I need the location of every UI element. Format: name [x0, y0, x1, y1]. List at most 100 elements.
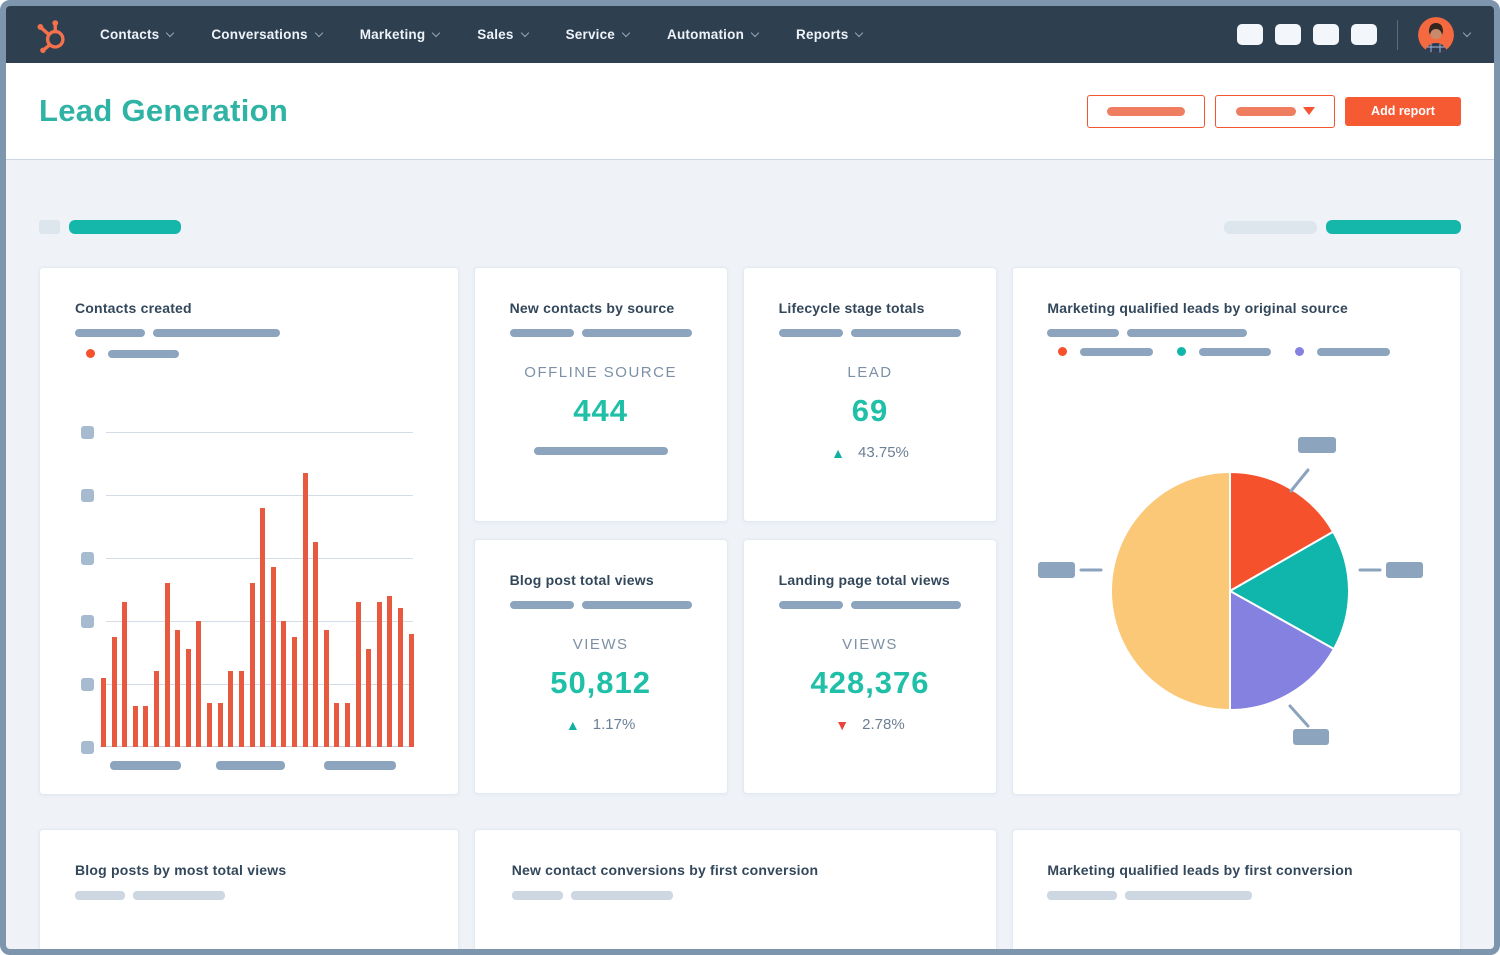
bar	[217, 702, 223, 747]
header-actions: Add report	[1087, 94, 1461, 128]
nav-item-marketing[interactable]: Marketing	[359, 27, 441, 42]
x-tick-placeholder	[110, 761, 181, 770]
delta-value: 1.17%	[592, 716, 636, 733]
subtitle-placeholder	[581, 601, 692, 609]
page-header: Lead Generation Add report	[6, 63, 1494, 160]
chevron-down-icon	[166, 28, 175, 37]
nav-item-service[interactable]: Service	[565, 27, 631, 42]
legend-label-placeholder	[108, 349, 179, 358]
card-title: Marketing qualified leads by first conve…	[1047, 862, 1353, 878]
filter-row	[39, 220, 1461, 234]
chevron-down-icon	[520, 28, 529, 37]
nav-item-label: Marketing	[359, 27, 426, 42]
header-action-button-1[interactable]	[1087, 94, 1205, 128]
subtitle-placeholder	[509, 329, 574, 337]
card-title: New contacts by source	[509, 300, 675, 316]
toolbar-icon-placeholder[interactable]	[1237, 24, 1263, 45]
nav-item-label: Sales	[477, 27, 514, 42]
legend-label-placeholder	[1199, 347, 1272, 356]
pie-slice-slice-3	[1229, 590, 1336, 711]
nav-item-automation[interactable]: Automation	[667, 27, 760, 42]
toolbar-icon-placeholder[interactable]	[1313, 24, 1339, 45]
toolbar-icon-placeholder[interactable]	[1351, 24, 1377, 45]
legend-dot-icon	[1177, 347, 1187, 356]
pie-chart	[1110, 471, 1351, 711]
card-blog-post-total-views: Blog post total views VIEWS 50,812 ▲ 1.1…	[473, 539, 728, 794]
card-title: New contact conversions by first convers…	[511, 862, 819, 878]
bar	[323, 630, 329, 747]
nav-item-contacts[interactable]: Contacts	[100, 27, 175, 42]
nav-item-sales[interactable]: Sales	[477, 27, 529, 42]
y-tick-placeholder	[81, 615, 94, 628]
nav-item-conversations[interactable]: Conversations	[211, 27, 323, 42]
bar	[175, 630, 181, 747]
card-title: Landing page total views	[778, 572, 950, 588]
bar	[122, 602, 128, 747]
dropdown-triangle-icon	[1302, 107, 1315, 115]
filter-label-placeholder	[1224, 220, 1317, 234]
bar	[408, 633, 414, 747]
subtitle-placeholder	[1127, 329, 1248, 337]
header-action-dropdown[interactable]	[1215, 94, 1335, 128]
delta-row: ▼ 2.78%	[779, 716, 962, 733]
legend-item	[1177, 347, 1272, 356]
delta-value: 2.78%	[862, 716, 905, 733]
hubspot-logo-icon[interactable]	[34, 17, 68, 53]
x-tick-placeholder	[216, 761, 285, 770]
nav-item-label: Conversations	[211, 27, 308, 42]
legend-item	[86, 349, 179, 358]
metric-label: LEAD	[847, 364, 893, 381]
bar	[366, 649, 372, 747]
subtitle-placeholder	[570, 891, 673, 900]
subtitle-placeholder	[778, 329, 843, 337]
bar-chart-plot-area	[100, 432, 413, 747]
avatar[interactable]	[1418, 16, 1454, 53]
metric-label: VIEWS	[842, 636, 898, 653]
bar	[281, 621, 287, 747]
bar	[101, 677, 106, 747]
subtitle-placeholder	[581, 329, 692, 337]
filter-label-placeholder	[39, 220, 60, 234]
subtitle-placeholder	[75, 891, 125, 900]
filter-control-placeholder[interactable]	[69, 220, 181, 234]
toolbar-icon-placeholder[interactable]	[1275, 24, 1301, 45]
filter-control-placeholder[interactable]	[1326, 220, 1461, 234]
card-landing-page-total-views: Landing page total views VIEWS 428,376 ▼…	[742, 539, 998, 794]
chevron-down-icon[interactable]	[1462, 28, 1472, 37]
cards-column-3: Lifecycle stage totals LEAD 69 ▲ 43.75%	[742, 267, 998, 795]
card-lifecycle-stage-totals: Lifecycle stage totals LEAD 69 ▲ 43.75%	[742, 267, 998, 522]
card-title: Blog posts by most total views	[75, 862, 287, 878]
card-new-contacts-by-source: New contacts by source OFFLINE SOURCE 44…	[473, 267, 728, 522]
button-label-placeholder	[1235, 106, 1296, 116]
add-report-button[interactable]: Add report	[1345, 96, 1461, 126]
subtitle-placeholder	[133, 891, 225, 900]
bar	[398, 608, 404, 747]
nav-item-reports[interactable]: Reports	[796, 27, 864, 42]
metric-label: OFFLINE SOURCE	[524, 364, 677, 381]
metric-value: 428,376	[810, 665, 930, 700]
delta-row: ▲ 43.75%	[779, 444, 962, 461]
card-new-contact-conversions: New contact conversions by first convers…	[473, 829, 998, 949]
y-tick-placeholder	[81, 489, 94, 502]
bar	[313, 542, 319, 747]
legend-dot-icon	[1295, 347, 1305, 356]
bar	[376, 602, 382, 747]
subtitle-placeholder	[75, 329, 145, 337]
pie-label-placeholder	[1386, 562, 1424, 578]
subtitle-placeholder	[1047, 891, 1118, 900]
bar	[302, 472, 308, 747]
delta-up-icon: ▲	[565, 716, 580, 733]
subtitle-placeholder	[778, 601, 843, 609]
bar	[164, 583, 170, 747]
nav-item-label: Service	[565, 27, 616, 42]
subtitle-placeholder	[850, 601, 961, 609]
bar	[185, 649, 191, 747]
bar	[111, 636, 117, 747]
nav-item-label: Contacts	[100, 27, 160, 42]
divider	[1397, 19, 1398, 50]
legend-item	[1295, 347, 1391, 356]
nav-menu: Contacts Conversations Marketing Sales S…	[100, 27, 864, 42]
legend-dot-icon	[1058, 347, 1068, 356]
bar	[291, 636, 297, 747]
y-tick-placeholder	[81, 741, 94, 754]
